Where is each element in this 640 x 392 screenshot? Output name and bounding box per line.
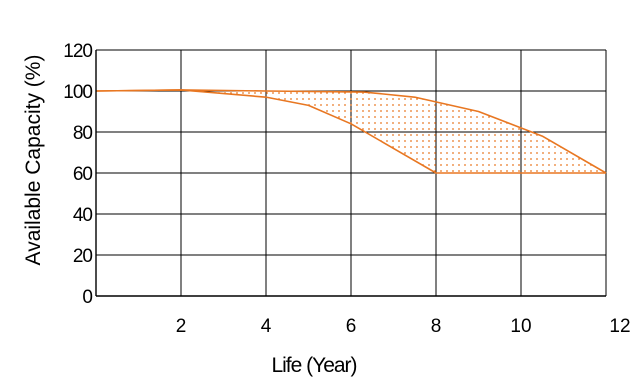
y-tick-label: 100 — [63, 82, 92, 103]
y-tick-label: 40 — [73, 205, 93, 226]
y-tick-label: 120 — [63, 41, 92, 62]
x-tick-label: 12 — [609, 316, 630, 337]
y-tick-label: 60 — [73, 164, 93, 185]
axes — [95, 50, 606, 297]
x-tick-label: 8 — [431, 316, 442, 337]
x-tick-label: 4 — [261, 316, 272, 337]
y-tick-label: 0 — [82, 287, 92, 308]
y-tick-label: 80 — [73, 123, 93, 144]
series-lines — [95, 89, 607, 174]
capacity-band-fill — [96, 89, 606, 173]
y-axis-title: Available Capacity (%) — [22, 55, 45, 266]
x-tick-label: 6 — [346, 316, 357, 337]
y-tick-label: 20 — [73, 246, 93, 267]
lower-capacity-line — [95, 89, 606, 174]
x-axis-title: Life (Year) — [271, 354, 356, 377]
capacity-band — [96, 89, 606, 173]
x-tick-label: 10 — [510, 316, 531, 337]
x-tick-label: 2 — [176, 316, 187, 337]
upper-capacity-line — [95, 89, 607, 174]
